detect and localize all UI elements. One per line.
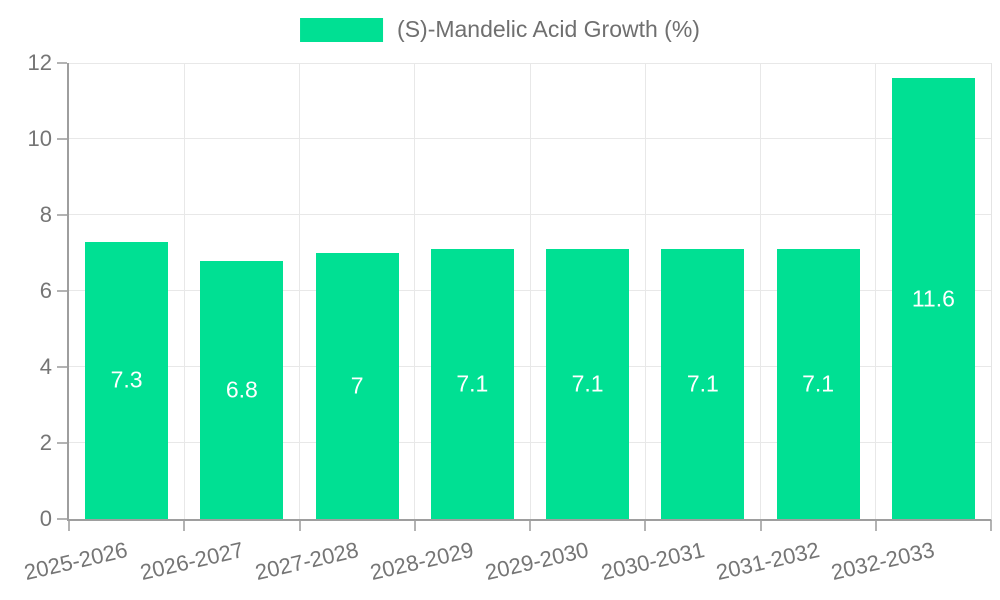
bar-value-label: 7.1 (686, 370, 719, 397)
gridline-vertical (875, 63, 877, 519)
bar-2029-2030[interactable]: 7.1 (546, 249, 630, 519)
y-axis-tick (57, 366, 67, 368)
x-axis-tick (68, 521, 70, 531)
gridline-vertical (760, 63, 761, 519)
gridline-vertical (644, 63, 646, 519)
legend-label: (S)-Mandelic Acid Growth (%) (397, 16, 700, 42)
y-axis: 0 2 4 6 8 10 12 (0, 50, 52, 531)
gridline-vertical (529, 63, 531, 519)
legend-swatch (300, 17, 384, 42)
bar-value-label: 7 (350, 372, 364, 399)
x-axis: 2025-2026 2026-2027 2027-2028 2028-2029 2029… (22, 521, 989, 600)
x-axis-category-label: 2027-2028 (252, 537, 361, 586)
bar-value-label: 7.1 (456, 370, 489, 397)
gridline-vertical (183, 63, 185, 519)
x-axis-category-label: 2028-2029 (367, 537, 476, 586)
bar-value-label: 7.1 (802, 370, 835, 397)
bar-2031-2032[interactable]: 7.1 (776, 249, 860, 519)
y-axis-tick (57, 518, 67, 520)
x-axis-tick (874, 521, 877, 531)
y-axis-tick-label: 0 (39, 506, 52, 531)
y-axis-tick-label: 4 (39, 354, 52, 379)
y-axis-tick-label: 6 (39, 278, 52, 303)
y-axis-tick-label: 8 (39, 202, 52, 227)
y-axis-tick (57, 62, 67, 64)
y-axis-tick (57, 290, 67, 292)
bar-value-label: 7.1 (571, 370, 604, 397)
bar-2025-2026[interactable]: 7.3 (85, 241, 169, 519)
gridline-vertical (414, 63, 416, 519)
x-axis-category-label: 2029-2030 (483, 537, 592, 586)
plot-area: 7.3 6.8 7 7.1 7.1 7.1 7.1 11.6 (57, 62, 992, 531)
y-axis-tick (57, 214, 67, 216)
y-axis-tick (57, 138, 67, 140)
bar-2026-2027[interactable]: 6.8 (200, 260, 284, 519)
bar-2027-2028[interactable]: 7 (315, 253, 399, 519)
x-axis-category-label: 2025-2026 (22, 537, 131, 586)
y-axis-tick-label: 12 (27, 50, 52, 75)
x-axis-tick (759, 521, 762, 531)
x-axis-tick (529, 521, 531, 531)
x-axis-tick (644, 521, 647, 531)
bar-2030-2031[interactable]: 7.1 (661, 249, 745, 519)
bar-2028-2029[interactable]: 7.1 (430, 249, 514, 519)
x-axis-tick (990, 521, 992, 531)
bar-2032-2033[interactable]: 11.6 (891, 78, 975, 519)
y-axis-tick-label: 10 (27, 126, 52, 151)
gridline-vertical (299, 63, 300, 519)
x-axis-category-label: 2032-2033 (828, 537, 937, 586)
bar-value-label: 7.3 (110, 366, 143, 393)
x-axis-tick (413, 521, 416, 531)
x-axis-category-label: 2026-2027 (137, 537, 246, 586)
y-axis-tick (57, 442, 67, 444)
bar-value-label: 11.6 (911, 285, 955, 312)
legend-item[interactable]: (S)-Mandelic Acid Growth (%) (300, 16, 700, 43)
bar-value-label: 6.8 (225, 376, 258, 403)
x-axis-category-label: 2031-2032 (713, 537, 822, 586)
x-axis-tick (298, 521, 301, 531)
x-axis-category-label: 2030-2031 (598, 537, 707, 586)
x-axis-tick (183, 521, 186, 531)
y-axis-tick-label: 2 (39, 430, 52, 455)
